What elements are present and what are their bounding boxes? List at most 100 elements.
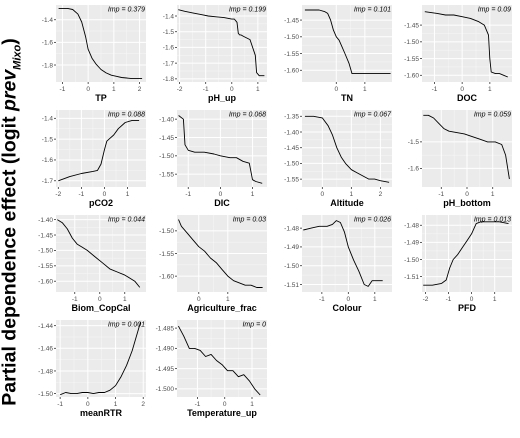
panel-background: [422, 215, 512, 292]
x-axis-label: Altitude: [330, 198, 364, 208]
pd-line: [423, 114, 510, 180]
pd-line: [304, 115, 390, 183]
panel-background: [56, 110, 146, 187]
x-tick-label: 1: [123, 296, 127, 303]
pd-line: [178, 325, 261, 396]
importance-annotation: Imp = 0.013: [474, 217, 511, 224]
x-tick-label: 1: [112, 86, 116, 93]
y-tick-label: -1.45: [404, 22, 419, 29]
y-tick-label: -1.35: [284, 114, 299, 121]
x-tick-label: 0: [103, 191, 107, 198]
x-axis-label: pH_up: [208, 93, 237, 103]
x-tick-label: 0: [197, 296, 201, 303]
panel-biom-copcal: -1 0 1 -1.40 -1.45 -1.50 -1.55 -1.60 Imp = 0.044…: [38, 215, 146, 313]
y-tick-label: -1.55: [284, 176, 299, 183]
pd-line: [60, 322, 141, 396]
x-tick-label: -2: [423, 296, 429, 303]
y-tick-label: -1.6: [42, 40, 54, 47]
y-tick-label: -1.6: [163, 45, 175, 52]
x-tick-label: 0: [86, 401, 90, 408]
y-tick-label: -1.5: [408, 139, 420, 146]
y-tick-label: -1.55: [159, 251, 174, 258]
x-tick-label: 0: [347, 296, 351, 303]
x-axis-label: Temperature_up: [187, 408, 257, 418]
importance-annotation: Imp = 0.088: [108, 112, 145, 119]
panel-ph-bottom: -1 0 1 -1.5 -1.6 Imp = 0.059 pH_bottom: [408, 110, 512, 208]
x-tick-label: 0: [334, 86, 338, 93]
y-tick-label: -1.45: [159, 135, 174, 142]
y-tick-label: -1.50: [159, 153, 174, 160]
y-tick-label: -1.48: [284, 225, 299, 232]
panel-tp: -1 0 1 2 -1.4 -1.6 -1.8 Imp = 0.379 TP: [42, 5, 146, 103]
panel-ph-up: -2 -1 0 1 -1.4 -1.5 -1.6 -1.7 -1.8 Imp = 0.199 pH_…: [163, 5, 267, 103]
x-tick-label: 2: [379, 191, 383, 198]
x-tick-label: 0: [98, 296, 102, 303]
x-tick-label: -1: [78, 191, 84, 198]
x-tick-label: 0: [470, 296, 474, 303]
panel-doc: -1 0 1 -1.45 -1.50 -1.55 -1.60 Imp = 0.09 DOC: [404, 5, 512, 103]
importance-annotation: Imp = 0.068: [229, 112, 266, 119]
y-tick-label: -1.50: [404, 39, 419, 46]
x-tick-label: 0: [223, 401, 227, 408]
y-tick-label: -1.49: [284, 244, 299, 251]
y-tick-label: -1.45: [284, 145, 299, 152]
x-axis-label: DIC: [214, 198, 230, 208]
importance-annotation: Imp = 0.101: [354, 7, 391, 14]
pd-line: [178, 9, 265, 77]
x-axis-label: Biom_CopCal: [71, 303, 130, 313]
importance-annotation: Imp = 0.044: [108, 217, 145, 224]
panel-background: [302, 110, 392, 187]
x-tick-label: 1: [491, 191, 495, 198]
x-tick-label: -1: [319, 296, 325, 303]
panel-background: [177, 5, 267, 82]
y-tick-label: -1.40: [159, 116, 174, 123]
importance-annotation: Imp = 0.379: [108, 7, 145, 14]
panel-tn: 0 1 -1.45 -1.50 -1.55 -1.60 Imp = 0.101 TN: [284, 5, 392, 103]
x-tick-label: 1: [493, 296, 497, 303]
y-tick-label: -1.6: [42, 157, 54, 164]
x-tick-label: -1: [57, 401, 63, 408]
panel-dic: -1 0 1 -1.40 -1.45 -1.50 -1.55 Imp = 0.068 DIC: [159, 110, 267, 208]
x-tick-label: 1: [488, 86, 492, 93]
panel-temperature-up: -1 0 1 -1.485 -1.490 -1.495 -1.500 Imp = 0 Tempe…: [156, 320, 267, 418]
x-tick-label: 2: [141, 401, 145, 408]
x-tick-label: -2: [55, 191, 61, 198]
y-tick-label: -1.55: [404, 56, 419, 63]
y-tick-label: -1.7: [163, 60, 175, 67]
x-tick-label: 1: [256, 86, 260, 93]
panel-background: [56, 320, 146, 397]
y-tick-label: -1.49: [404, 240, 419, 247]
x-tick-label: 0: [465, 191, 469, 198]
y-tick-label: -1.55: [284, 51, 299, 58]
importance-annotation: Imp = 0: [242, 322, 266, 329]
pd-line: [57, 219, 141, 288]
y-tick-label: -1.40: [38, 217, 53, 224]
x-axis-label: TP: [95, 93, 107, 103]
panel-pfd: -2 -1 0 1 -1.48 -1.49 -1.50 -1.51 Imp = 0.013 PFD: [404, 215, 512, 313]
y-tick-label: -1.6: [408, 166, 420, 173]
y-tick-label: -1.60: [284, 68, 299, 75]
y-tick-label: -1.50: [404, 257, 419, 264]
x-tick-label: -1: [60, 86, 66, 93]
x-tick-label: -1: [203, 86, 209, 93]
y-tick-label: -1.51: [404, 274, 419, 281]
x-axis-label: pCO2: [89, 198, 113, 208]
y-tick-label: -1.8: [163, 76, 175, 83]
x-tick-label: 1: [226, 296, 230, 303]
y-tick-label: -1.45: [38, 232, 53, 239]
y-tick-label: -1.60: [159, 273, 174, 280]
panel-background: [422, 5, 512, 82]
panel-background: [302, 5, 392, 82]
x-tick-label: 1: [373, 296, 377, 303]
pd-line: [423, 221, 509, 286]
y-tick-label: -1.7: [42, 178, 54, 185]
x-tick-label: -1: [432, 86, 438, 93]
importance-annotation: Imp = 0.026: [354, 217, 391, 224]
importance-annotation: Imp = 0.059: [474, 112, 511, 119]
x-tick-label: 1: [363, 86, 367, 93]
panel-colour: -1 0 1 -1.48 -1.49 -1.50 -1.51 Imp = 0.026 Colou…: [284, 215, 392, 313]
y-tick-label: -1.40: [284, 129, 299, 136]
x-axis-label: DOC: [457, 93, 478, 103]
x-tick-label: 1: [114, 401, 118, 408]
x-axis-label: Colour: [333, 303, 362, 313]
